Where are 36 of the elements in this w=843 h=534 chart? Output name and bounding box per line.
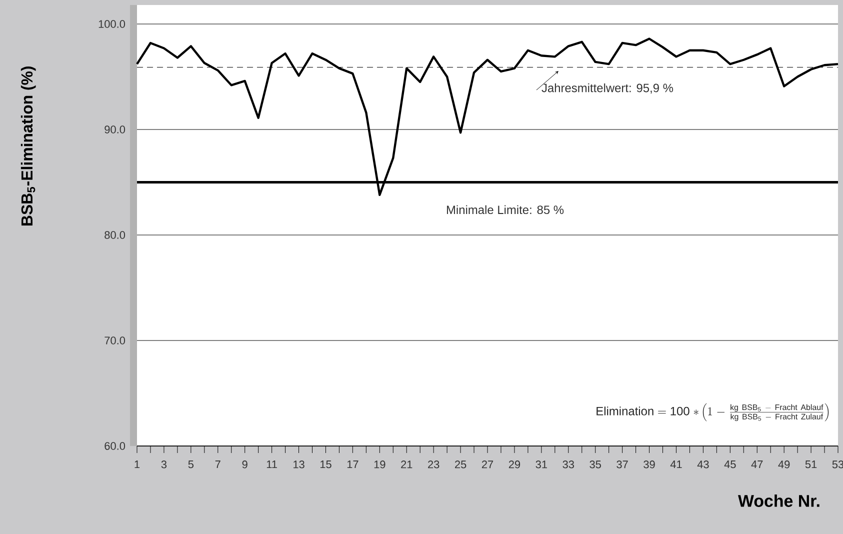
legend-label: Jahresmittelwert: 95,9 %: [542, 83, 674, 94]
y-axis-title: BSB$_{5}$-Elimination (%): [20, 66, 36, 226]
x-tick-label: 25: [454, 460, 466, 468]
x-tick-label: 49: [778, 460, 790, 468]
y-tick-label: 80.0: [104, 231, 126, 239]
x-tick-label: 43: [697, 460, 709, 468]
y-tick-label: 70.0: [104, 336, 126, 344]
annotation: $\mathrm{Elimination = 100\ *}\left(1\ \mathrm{-}\ \frac{\mathrm{kg\ BSB_{5}\ -\ Fracht\ Ablauf}}{\mathrm{kg\ BSB_{5}\ -\ Fracht\ Zulauf}}\right)$: [596, 403, 829, 422]
x-tick-label: 21: [401, 460, 412, 468]
x-tick-label: 31: [536, 460, 547, 468]
x-tick-label: 41: [670, 460, 682, 468]
y-tick-label: 100.0: [98, 20, 126, 28]
y-tick-label: 60.0: [104, 442, 126, 450]
x-tick-label: 13: [294, 460, 304, 468]
x-tick-label: 15: [320, 460, 332, 468]
x-tick-label: 27: [482, 460, 494, 468]
x-tick-label: 51: [805, 460, 817, 468]
x-tick-label: 35: [590, 460, 601, 468]
x-tick-label: 17: [347, 460, 358, 468]
x-tick-label: 45: [724, 460, 736, 468]
x-tick-label: 3: [161, 460, 167, 468]
x-tick-label: 1: [134, 460, 140, 468]
x-tick-label: 19: [374, 460, 386, 468]
x-axis-title: Woche Nr.: [738, 494, 820, 507]
x-tick-label: 23: [428, 460, 440, 468]
y-tick-label: 90.0: [104, 126, 126, 134]
x-tick-label: 29: [508, 460, 520, 468]
x-tick-label: 9: [242, 460, 248, 468]
x-tick-label: 37: [616, 460, 628, 468]
ref-line-label: Minimale Limite: 85 %: [446, 205, 564, 214]
x-tick-label: 39: [644, 460, 655, 468]
x-tick-label: 33: [562, 460, 574, 468]
x-tick-label: 11: [266, 460, 277, 468]
x-tick-label: 47: [751, 460, 763, 468]
x-tick-label: 5: [188, 460, 194, 468]
x-tick-label: 7: [215, 460, 220, 468]
